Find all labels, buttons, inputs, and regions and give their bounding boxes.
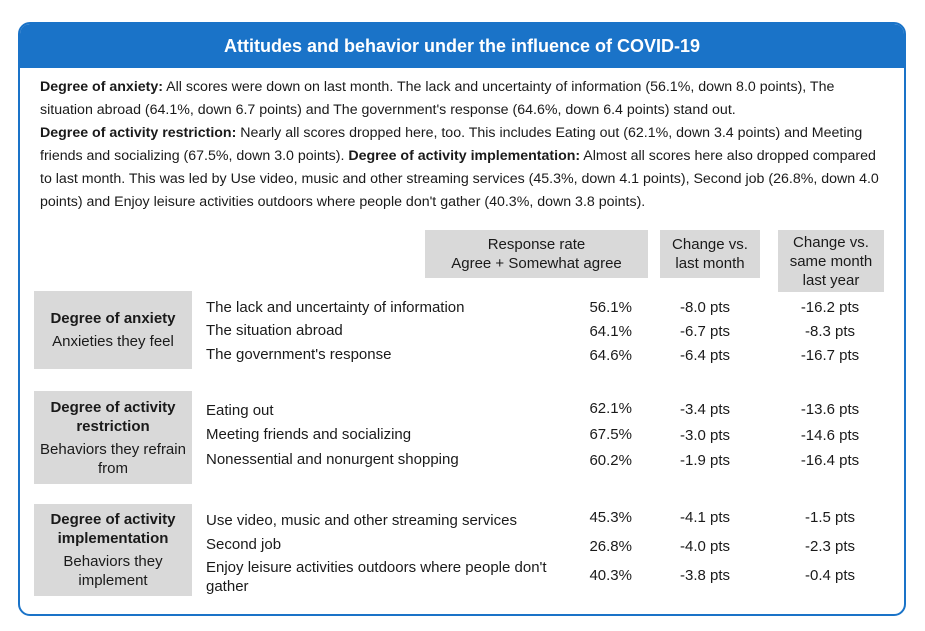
row-vs-month: -6.4 pts xyxy=(679,347,731,364)
page-title: Attitudes and behavior under the influen… xyxy=(20,24,904,68)
header-response-rate: Response rate Agree + Somewhat agree xyxy=(425,230,648,278)
row-vs-year: -16.4 pts xyxy=(800,452,860,469)
row-vs-year: -1.5 pts xyxy=(804,509,856,526)
row-label: Eating out xyxy=(206,402,274,419)
row-rate: 45.3% xyxy=(589,509,632,526)
summary-anxiety-text: All scores were down on last month. The … xyxy=(40,79,835,118)
category-restriction: Degree of activity restriction Behaviors… xyxy=(34,391,192,484)
summary-anxiety-label: Degree of anxiety: xyxy=(40,79,163,95)
row-vs-year: -8.3 pts xyxy=(804,323,856,340)
category-implementation: Degree of activity implementation Behavi… xyxy=(34,504,192,596)
category-title: Degree of activity implementation xyxy=(50,511,176,547)
row-vs-year: -16.2 pts xyxy=(800,299,860,316)
row-vs-year: -13.6 pts xyxy=(800,401,860,418)
header-lastyear-line3: last year xyxy=(802,271,860,289)
row-rate: 64.6% xyxy=(589,347,632,364)
summary-text: Degree of anxiety: All scores were down … xyxy=(40,76,882,214)
row-label: Use video, music and other streaming ser… xyxy=(206,512,517,529)
summary-restriction-label: Degree of activity restriction: xyxy=(40,125,237,141)
row-rate: 64.1% xyxy=(589,323,632,340)
header-change-last-month: Change vs. last month xyxy=(660,230,760,278)
category-title: Degree of activity restriction xyxy=(50,398,176,435)
infographic-card: Attitudes and behavior under the influen… xyxy=(18,22,906,616)
row-vs-year: -16.7 pts xyxy=(800,347,860,364)
row-vs-year: -14.6 pts xyxy=(800,427,860,444)
row-vs-month: -3.8 pts xyxy=(679,567,731,584)
header-change-last-year: Change vs. same month last year xyxy=(778,230,884,292)
row-label: The government's response xyxy=(206,346,392,363)
category-subtitle: Behaviors they refrain from xyxy=(40,440,186,477)
row-label: Nonessential and nonurgent shopping xyxy=(206,451,459,468)
summary-implementation-label: Degree of activity implementation: xyxy=(348,148,581,164)
row-vs-month: -3.0 pts xyxy=(679,427,731,444)
header-lastmonth-line2: last month xyxy=(675,255,745,272)
row-vs-month: -8.0 pts xyxy=(679,299,731,316)
summary-implementation-text: Almost all scores here also dropped comp… xyxy=(40,148,879,210)
row-label: Meeting friends and socializing xyxy=(206,426,412,443)
row-vs-month: -4.1 pts xyxy=(679,509,731,526)
row-label: The lack and uncertainty of information xyxy=(206,299,465,316)
row-vs-month: -6.7 pts xyxy=(679,323,731,340)
row-rate: 56.1% xyxy=(589,299,632,316)
category-subtitle: Anxieties they feel xyxy=(52,333,174,350)
row-vs-year: -0.4 pts xyxy=(804,567,856,584)
header-response-line2: Agree + Somewhat agree xyxy=(451,255,622,272)
row-label: Second job xyxy=(206,536,282,553)
category-title: Degree of anxiety xyxy=(50,310,176,327)
header-lastyear-line2: same month xyxy=(789,252,873,270)
row-vs-month: -4.0 pts xyxy=(679,538,731,555)
row-vs-month: -1.9 pts xyxy=(679,452,731,469)
row-vs-month: -3.4 pts xyxy=(679,401,731,418)
header-response-line1: Response rate xyxy=(487,236,586,253)
row-vs-year: -2.3 pts xyxy=(804,538,856,555)
row-label: The situation abroad xyxy=(206,322,343,339)
row-rate: 67.5% xyxy=(589,426,632,443)
summary-restriction-text: Nearly all scores dropped here, too. Thi… xyxy=(40,125,863,164)
category-anxiety: Degree of anxiety Anxieties they feel xyxy=(34,291,192,369)
header-lastyear-line1: Change vs. xyxy=(793,233,869,251)
category-subtitle: Behaviors they implement xyxy=(63,553,163,589)
row-label: Enjoy leisure activities outdoors where … xyxy=(206,559,547,595)
row-rate: 26.8% xyxy=(589,538,632,555)
row-rate: 62.1% xyxy=(589,400,632,417)
header-lastmonth-line1: Change vs. xyxy=(672,236,748,253)
row-rate: 40.3% xyxy=(589,567,632,584)
row-rate: 60.2% xyxy=(589,452,632,469)
